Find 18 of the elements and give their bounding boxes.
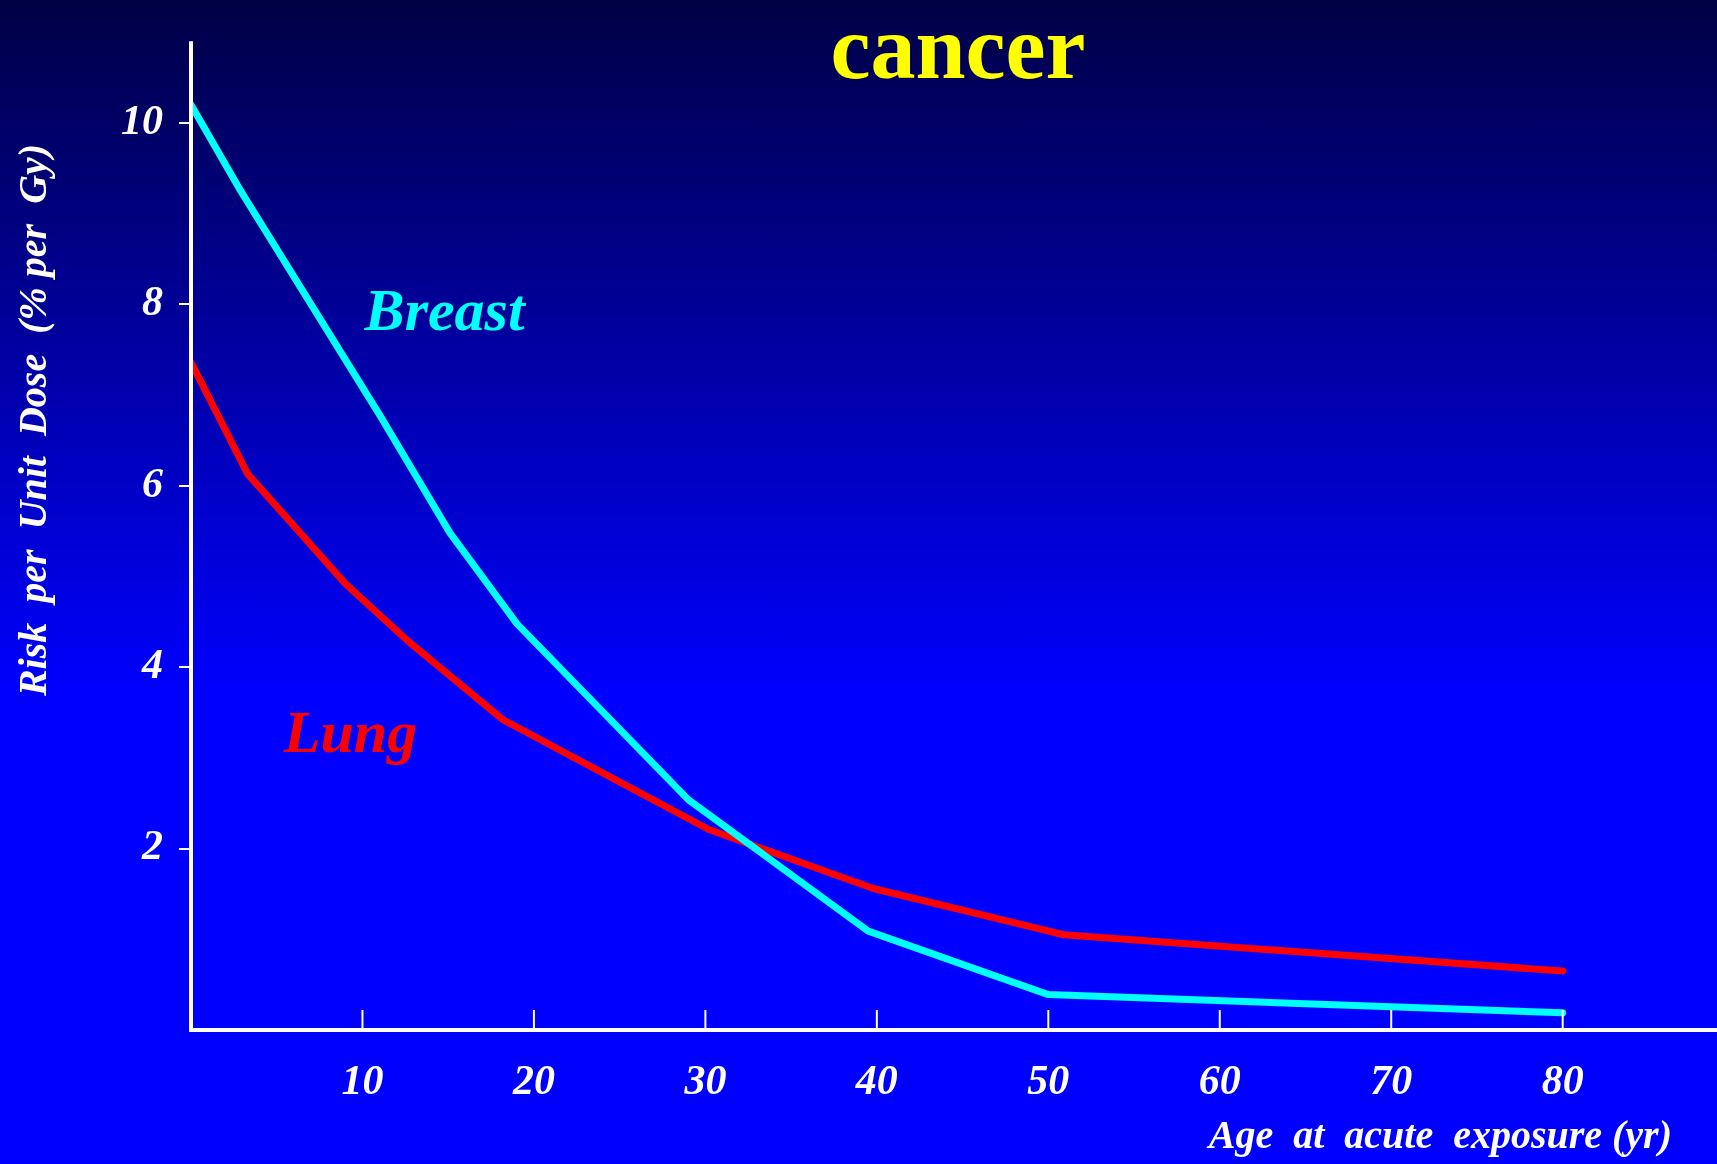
- x-tick-label: 70: [1370, 1057, 1413, 1104]
- x-tick-label: 80: [1541, 1057, 1584, 1104]
- y-tick-label: 6: [142, 459, 163, 506]
- series-label: Lung: [282, 699, 418, 766]
- x-tick-label: 60: [1198, 1057, 1241, 1104]
- series-label: Breast: [363, 277, 527, 344]
- x-tick-label: 10: [341, 1057, 384, 1104]
- y-tick-label: 10: [121, 96, 163, 143]
- chart-title: cancer: [830, 0, 1086, 98]
- x-tick-label: 50: [1027, 1057, 1070, 1104]
- y-tick-label: 4: [141, 640, 163, 687]
- y-axis-title: Risk per Unit Dose (% per Gy): [10, 143, 56, 698]
- x-tick-label: 30: [683, 1057, 727, 1104]
- x-tick-label: 40: [854, 1057, 898, 1104]
- y-tick-label: 2: [141, 822, 163, 869]
- x-tick-label: 20: [511, 1057, 555, 1104]
- y-tick-label: 8: [142, 278, 163, 325]
- x-axis-title: Age at acute exposure (yr): [1205, 1112, 1672, 1158]
